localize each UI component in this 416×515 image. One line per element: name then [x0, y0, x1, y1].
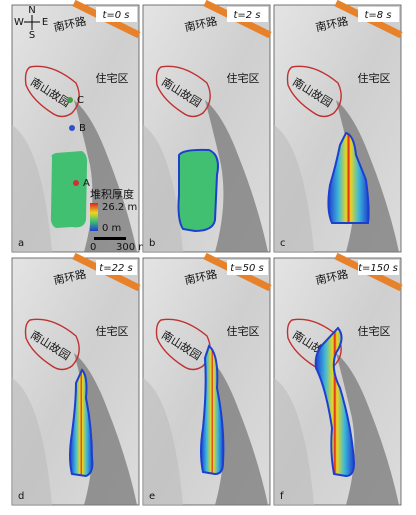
scale-bar	[94, 237, 126, 240]
panel-label: a	[18, 238, 24, 249]
time-box	[96, 7, 137, 22]
ridge	[205, 353, 268, 505]
time-label: t=50 s	[230, 263, 263, 274]
residential-label: 住宅区	[358, 324, 391, 338]
legend-min: 0 m	[102, 223, 121, 234]
slope-shade	[143, 378, 183, 505]
point-label: B	[79, 123, 86, 134]
time-box	[227, 7, 268, 22]
flow-deposit	[177, 148, 219, 233]
point-label: A	[83, 178, 90, 189]
slope-shade	[274, 125, 314, 252]
ridge	[205, 100, 268, 252]
panel-label: b	[149, 238, 155, 249]
flow-deposit	[50, 151, 88, 228]
point-marker	[67, 97, 73, 103]
time-label: t=2 s	[233, 10, 260, 21]
scale-end: 300 m	[116, 242, 148, 253]
residential-label: 住宅区	[227, 71, 260, 85]
panel-label: f	[280, 491, 284, 502]
park-outline	[286, 65, 342, 118]
ridge	[74, 353, 137, 505]
time-box	[358, 7, 399, 22]
compass-n: N	[28, 5, 35, 16]
legend-bar	[90, 203, 98, 231]
time-label: t=150 s	[358, 263, 398, 274]
ridge	[74, 100, 137, 252]
slope-shade	[274, 378, 314, 505]
slope-shade	[143, 125, 183, 252]
ridge	[336, 353, 399, 505]
legend-title: 堆积厚度	[90, 187, 134, 201]
slope-shade	[12, 378, 52, 505]
time-box	[358, 260, 399, 275]
time-box	[227, 260, 268, 275]
compass-w: W	[14, 17, 24, 28]
legend-max: 26.2 m	[102, 202, 137, 213]
residential-label: 住宅区	[96, 71, 129, 85]
residential-label: 住宅区	[358, 71, 391, 85]
panel-label: d	[18, 491, 24, 502]
compass-s: S	[29, 30, 35, 41]
residential-label: 住宅区	[227, 324, 260, 338]
park-outline	[155, 65, 211, 118]
flow-deposit	[69, 368, 94, 478]
compass-e: E	[42, 17, 48, 28]
park-outline	[24, 318, 80, 371]
park-outline	[155, 318, 211, 371]
time-label: t=8 s	[364, 10, 391, 21]
flow-deposit	[200, 344, 225, 476]
panel-label: c	[280, 238, 286, 249]
park-outline	[24, 65, 80, 118]
time-label: t=0 s	[102, 10, 129, 21]
residential-label: 住宅区	[96, 324, 129, 338]
slope-shade	[12, 125, 52, 252]
panel-label: e	[149, 491, 155, 502]
time-label: t=22 s	[99, 263, 132, 274]
point-label: C	[77, 95, 84, 106]
point-marker	[69, 125, 75, 131]
flow-deposit	[314, 326, 356, 478]
flow-deposit	[327, 131, 370, 224]
scale-start: 0	[90, 242, 96, 253]
time-box	[96, 260, 137, 275]
point-marker	[73, 180, 79, 186]
